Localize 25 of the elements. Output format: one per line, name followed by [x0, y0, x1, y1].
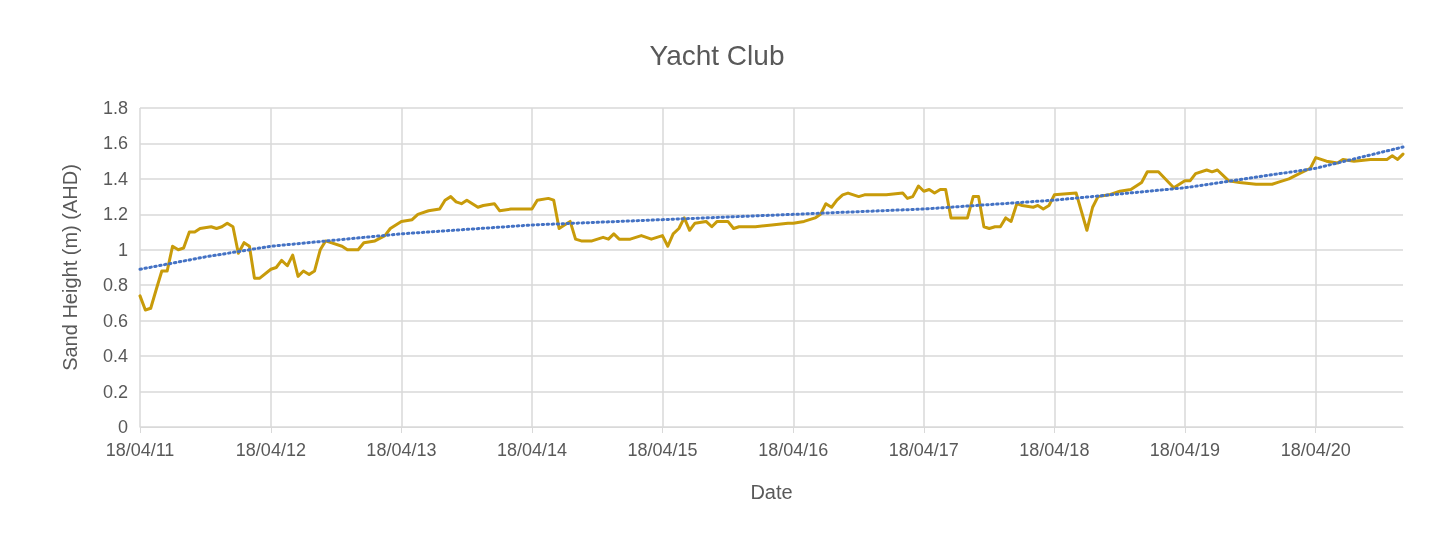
line-series	[138, 152, 1405, 312]
x-tick-label: 18/04/16	[758, 440, 829, 460]
y-tick-label: 0.4	[102, 346, 128, 367]
x-tick-label: 18/04/20	[1280, 440, 1351, 460]
x-tick-label: 18/04/17	[888, 440, 959, 460]
y-tick-label: 1.4	[102, 168, 128, 189]
y-axis-title: Sand Height (m) (AHD)	[59, 164, 81, 371]
y-tick-label: 0.8	[102, 275, 128, 296]
x-tick-label: 18/04/14	[496, 440, 567, 460]
x-tick-label: 18/04/18	[1019, 440, 1090, 460]
line-series	[138, 145, 1405, 271]
x-tick-label: 18/04/19	[1149, 440, 1220, 460]
y-tick-label: 1.2	[102, 204, 128, 225]
chart-title: Yacht Club	[649, 39, 785, 71]
y-tick-label: 0.2	[102, 381, 128, 402]
y-tick-label: 1	[117, 239, 128, 260]
x-axis-title: Date	[750, 481, 793, 503]
x-tick-label: 18/04/12	[235, 440, 306, 460]
y-tick-label: 0.6	[102, 310, 128, 331]
y-tick-label: 1.6	[102, 133, 128, 154]
y-tick-label: 1.8	[102, 98, 128, 118]
x-tick-label: 18/04/11	[105, 440, 175, 460]
y-tick-label: 0	[117, 417, 128, 437]
x-tick-label: 18/04/13	[366, 440, 437, 460]
x-tick-label: 18/04/15	[627, 440, 698, 460]
